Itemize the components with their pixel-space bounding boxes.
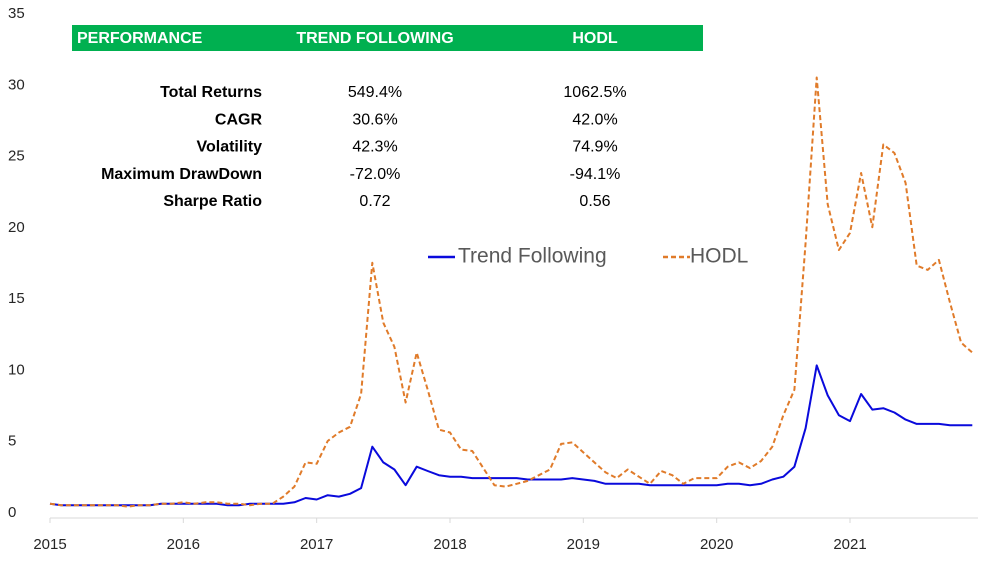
table-header-cell: HODL bbox=[572, 30, 618, 47]
y-tick-label: 15 bbox=[8, 290, 25, 307]
row-label: Sharpe Ratio bbox=[163, 193, 262, 210]
table-cell: 549.4% bbox=[348, 84, 402, 101]
table-header-cell: PERFORMANCE bbox=[77, 30, 203, 47]
series-line bbox=[49, 364, 973, 507]
y-tick-label: 20 bbox=[8, 219, 25, 236]
row-label: CAGR bbox=[215, 111, 263, 128]
y-tick-label: 0 bbox=[8, 504, 16, 521]
row-label: Volatility bbox=[197, 139, 263, 156]
y-tick-label: 5 bbox=[8, 433, 16, 450]
y-tick-label: 25 bbox=[8, 148, 25, 165]
table-cell: 74.9% bbox=[572, 139, 617, 156]
table-cell: -72.0% bbox=[350, 166, 401, 183]
x-tick-label: 2019 bbox=[567, 536, 600, 553]
table-header bbox=[72, 25, 703, 51]
table-cell: 30.6% bbox=[352, 111, 397, 128]
x-tick-label: 2015 bbox=[33, 536, 66, 553]
series-line bbox=[49, 76, 973, 508]
y-tick-label: 30 bbox=[8, 76, 25, 93]
table-cell: 0.56 bbox=[579, 193, 610, 210]
table-cell: 42.3% bbox=[352, 139, 397, 156]
x-tick-label: 2018 bbox=[433, 536, 466, 553]
table-cell: 0.72 bbox=[359, 193, 390, 210]
row-label: Maximum DrawDown bbox=[101, 166, 262, 183]
x-tick-label: 2020 bbox=[700, 536, 733, 553]
table-header-cell: TREND FOLLOWING bbox=[296, 30, 453, 47]
table-cell: 1062.5% bbox=[563, 84, 626, 101]
y-tick-label: 10 bbox=[8, 361, 25, 378]
table-cell: 42.0% bbox=[572, 111, 617, 128]
x-tick-label: 2021 bbox=[833, 536, 866, 553]
x-tick-label: 2016 bbox=[167, 536, 200, 553]
x-tick-label: 2017 bbox=[300, 536, 333, 553]
legend-label: Trend Following bbox=[458, 245, 607, 268]
table-cell: -94.1% bbox=[570, 166, 621, 183]
row-label: Total Returns bbox=[160, 84, 262, 101]
legend-label: HODL bbox=[690, 245, 748, 268]
y-tick-label: 35 bbox=[8, 5, 25, 22]
